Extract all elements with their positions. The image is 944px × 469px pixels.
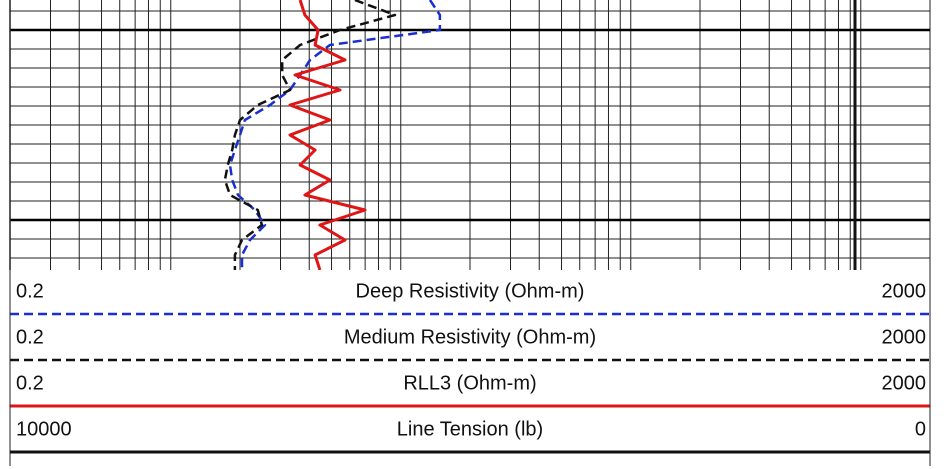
scale-left: 0.2 xyxy=(16,280,44,302)
legend-label: Deep Resistivity (Ohm-m) xyxy=(356,280,585,302)
scale-right: 2000 xyxy=(882,280,927,302)
scale-left: 10000 xyxy=(16,418,72,440)
scale-right: 0 xyxy=(915,418,926,440)
curve xyxy=(228,0,442,270)
scale-left: 0.2 xyxy=(16,372,44,394)
legend-label: Line Tension (lb) xyxy=(397,418,543,440)
scale-right: 2000 xyxy=(882,372,927,394)
scale-left: 0.2 xyxy=(16,326,44,348)
legend-label: RLL3 (Ohm-m) xyxy=(403,372,536,394)
header-bg xyxy=(10,270,930,469)
curve xyxy=(223,0,397,270)
curve xyxy=(288,0,367,271)
scale-right: 2000 xyxy=(882,326,927,348)
legend-label: Medium Resistivity (Ohm-m) xyxy=(344,326,596,348)
